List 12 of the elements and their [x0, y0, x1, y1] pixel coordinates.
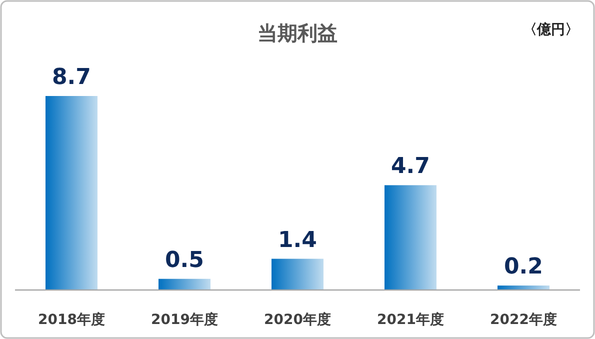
data-label: 0.5	[165, 248, 204, 273]
x-tick-label: 2021年度	[377, 312, 444, 328]
x-tick-label: 2022年度	[490, 312, 557, 328]
title: 当期利益	[258, 21, 338, 45]
data-label: 4.7	[391, 154, 430, 180]
data-label: 0.2	[504, 254, 543, 280]
x-tick-label: 2020年度	[264, 312, 331, 328]
x-tick-label: 2018年度	[38, 312, 105, 328]
data-label: 8.7	[52, 65, 91, 90]
x-tick-label: 2019年度	[151, 312, 218, 328]
annotation: 〈億円〉	[523, 22, 579, 38]
data-label: 1.4	[278, 228, 317, 253]
